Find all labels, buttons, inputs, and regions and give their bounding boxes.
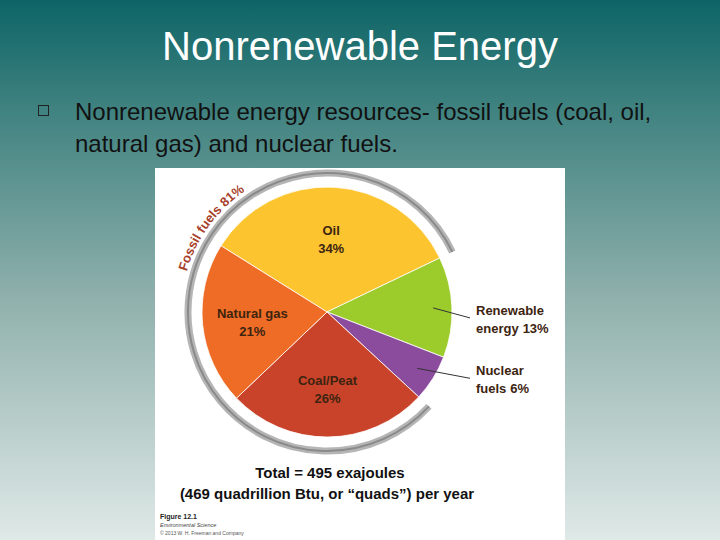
label-line: fuels	[476, 381, 506, 396]
data-label: 13%	[523, 321, 549, 336]
total-note: Total = 495 exajoules	[255, 464, 404, 481]
pie-slice	[236, 312, 418, 437]
label-line: energy	[476, 321, 519, 336]
figure-panel	[155, 168, 565, 540]
data-label: 21%	[239, 324, 265, 339]
copyright: © 2013 W. H. Freeman and Company	[160, 530, 244, 536]
label-line: Renewable	[476, 303, 544, 318]
data-label: 34%	[318, 241, 344, 256]
data-label: 26%	[315, 391, 341, 406]
leader-line	[417, 368, 470, 378]
leader-line	[433, 308, 470, 318]
total-note: (469 quadrillion Btu, or “quads”) per ye…	[180, 485, 474, 502]
group-arc-line	[188, 173, 452, 451]
slice-label: Oil	[323, 223, 340, 238]
bullet-symbol	[38, 105, 49, 116]
data-label: 6%	[510, 381, 529, 396]
slide-title: Nonrenewable Energy	[0, 24, 720, 69]
figure-number: Figure 12.1	[160, 513, 197, 521]
bullet-text: Nonrenewable energy resources- fossil fu…	[75, 96, 675, 160]
slice-label: Coal/Peat	[298, 373, 358, 388]
group-arc	[188, 173, 452, 451]
label-line: Nuclear	[476, 363, 524, 378]
book-title: Environmental Science	[160, 522, 216, 528]
chart: Fossil fuels 81%Oil34%Renewableenergy13%…	[0, 0, 720, 540]
slice-label: Natural gas	[217, 306, 288, 321]
